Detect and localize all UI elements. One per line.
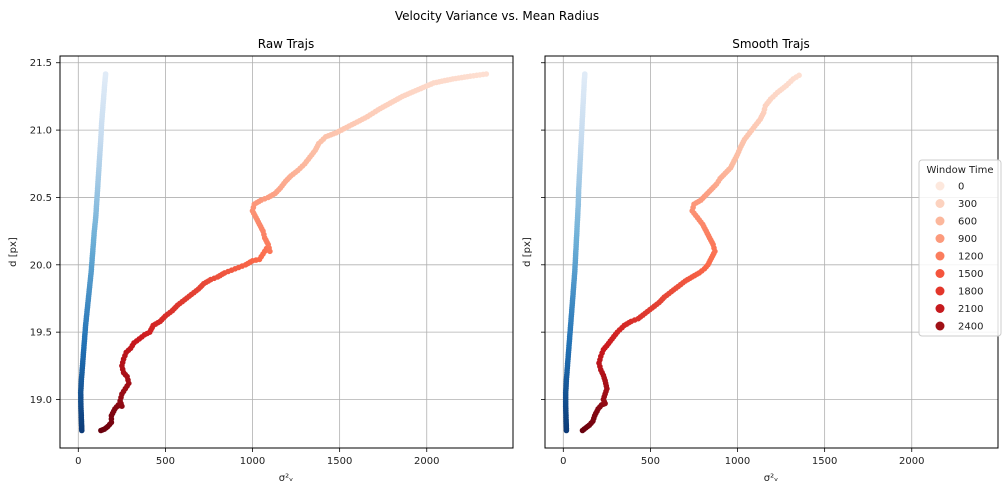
x-axis-label-raw: σ²ᵥ — [279, 473, 294, 484]
blue-point — [102, 71, 109, 77]
y-axis-label-raw: d [px] — [8, 237, 19, 267]
legend-label: 2400 — [958, 322, 983, 333]
x-tick-label: 0 — [560, 456, 566, 467]
x-tick-label: 1000 — [725, 456, 750, 467]
legend-marker — [935, 286, 945, 296]
y-tick-label: 19.5 — [30, 328, 52, 339]
legend-title: Window Time — [926, 165, 993, 176]
legend-marker — [935, 251, 945, 261]
red-point — [796, 72, 802, 79]
y-ticks-raw: 19.0 19.5 20.0 20.5 21.0 21.5 — [30, 58, 60, 406]
legend-label: 2100 — [958, 304, 983, 315]
y-tick-label: 20.0 — [30, 260, 52, 271]
panel-smooth-trajs: Smooth Trajs 0 500 1000 1500 2000 σ²ᵥ d [px] — [522, 37, 999, 484]
legend-entries: 0 300 600 900 1200 1500 1800 2100 2400 — [935, 181, 983, 333]
series-blue-smooth — [562, 71, 588, 434]
x-tick-label: 1500 — [327, 456, 352, 467]
series-blue-raw — [77, 71, 109, 434]
y-tick-label: 21.0 — [30, 126, 52, 137]
legend-marker — [935, 216, 945, 226]
legend-label: 600 — [958, 217, 977, 228]
legend-label: 1800 — [958, 287, 983, 298]
y-ticks-smooth — [541, 62, 545, 400]
legend-label: 1500 — [958, 269, 983, 280]
y-tick-label: 21.5 — [30, 58, 52, 69]
panel-title-smooth: Smooth Trajs — [732, 37, 810, 51]
legend-marker — [935, 321, 945, 331]
legend: Window Time 0 300 600 900 1200 1500 1800 2100 24… — [918, 159, 1002, 337]
x-tick-label: 500 — [641, 456, 660, 467]
legend-marker — [935, 269, 945, 278]
y-tick-label: 20.5 — [30, 193, 52, 204]
legend-label: 900 — [958, 234, 977, 245]
x-tick-label: 500 — [156, 456, 175, 467]
x-ticks-smooth: 0 500 1000 1500 2000 — [560, 448, 924, 467]
legend-label: 0 — [958, 182, 964, 193]
y-tick-label: 19.0 — [30, 395, 52, 406]
panel-title-raw: Raw Trajs — [258, 37, 315, 51]
y-axis-label-smooth: d [px] — [522, 237, 533, 267]
series-red-raw — [98, 71, 490, 434]
figure-title: Velocity Variance vs. Mean Radius — [395, 9, 599, 23]
x-tick-label: 2000 — [414, 456, 439, 467]
legend-marker — [935, 199, 945, 208]
x-ticks-raw: 0 500 1000 1500 2000 — [75, 448, 439, 467]
grid-raw — [60, 56, 513, 448]
legend-label: 300 — [958, 199, 977, 210]
legend-marker — [935, 304, 945, 313]
x-tick-label: 2000 — [899, 456, 924, 467]
panel-raw-trajs: Raw Trajs 0 500 1000 1500 2000 19.0 19.5 20.0 2… — [8, 37, 514, 484]
blue-point — [582, 71, 588, 77]
x-tick-label: 0 — [75, 456, 81, 467]
legend-marker — [935, 181, 945, 191]
axes-frame-raw — [59, 55, 514, 449]
x-axis-label-smooth: σ²ᵥ — [764, 473, 779, 484]
x-tick-label: 1500 — [812, 456, 837, 467]
red-point — [483, 71, 490, 77]
legend-marker — [935, 234, 945, 243]
x-tick-label: 1000 — [240, 456, 265, 467]
legend-label: 1200 — [958, 252, 983, 263]
series-red-smooth — [579, 72, 802, 434]
